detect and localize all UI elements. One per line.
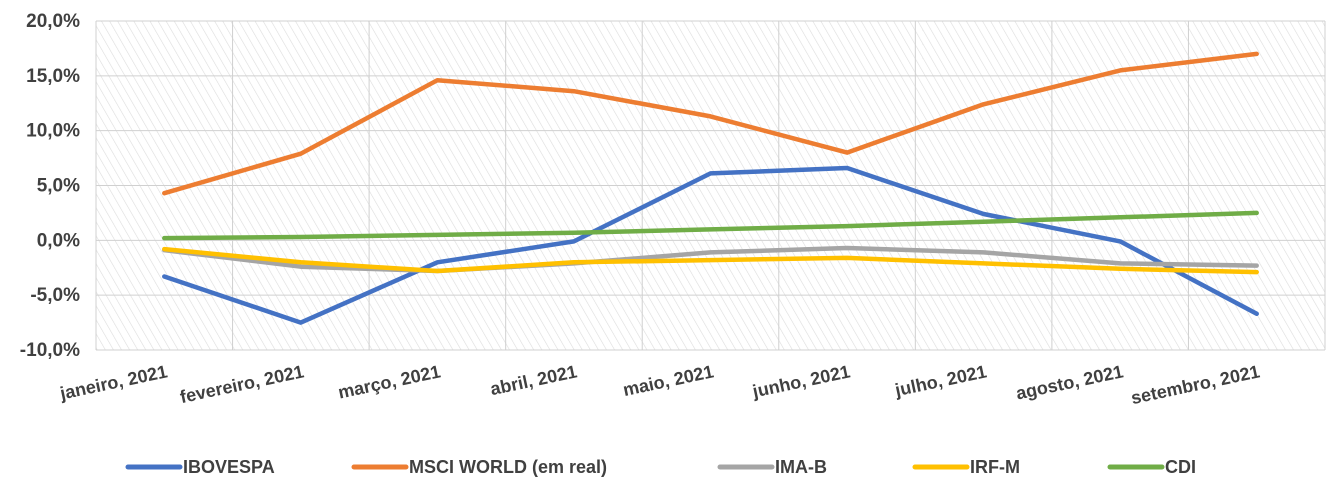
y-tick-label: 5,0% xyxy=(37,176,80,197)
y-tick-label: 10,0% xyxy=(26,121,80,142)
x-tick-label: março, 2021 xyxy=(336,361,442,402)
y-tick-label: -5,0% xyxy=(30,285,80,306)
x-tick-label: junho, 2021 xyxy=(750,361,852,401)
series-line-ibovespa xyxy=(162,165,1259,325)
legend-label-msci-world-em-real: MSCI WORLD (em real) xyxy=(409,457,607,477)
legend-label-irf-m: IRF-M xyxy=(970,457,1020,477)
y-tick-label: 15,0% xyxy=(26,66,80,87)
series-line-msci-world-em-real xyxy=(162,51,1259,196)
y-axis: -10,0% -5,0% 0,0% 5,0% 10,0% 15,0% 20,0% xyxy=(20,11,80,361)
y-tick-label: -10,0% xyxy=(20,340,80,361)
x-tick-label: janeiro, 2021 xyxy=(57,361,169,403)
x-tick-label: julho, 2021 xyxy=(892,361,988,400)
x-axis: janeiro, 2021 fevereiro, 2021 março, 2021 a… xyxy=(57,361,1261,408)
y-tick-label: 20,0% xyxy=(26,11,80,32)
legend-label-ibovespa: IBOVESPA xyxy=(183,457,275,477)
x-tick-label: maio, 2021 xyxy=(621,361,715,400)
series-line-ima-b xyxy=(162,245,1259,274)
x-tick-label: setembro, 2021 xyxy=(1129,361,1261,408)
legend: IBOVESPA MSCI WORLD (em real) IMA-B IRF-M CD… xyxy=(125,457,1196,477)
y-tick-label: 0,0% xyxy=(37,230,80,251)
series-line-cdi xyxy=(162,210,1259,241)
legend-label-cdi: CDI xyxy=(1165,457,1196,477)
series-lines xyxy=(162,51,1259,325)
x-tick-label: fevereiro, 2021 xyxy=(178,361,305,407)
legend-label-ima-b: IMA-B xyxy=(775,457,827,477)
gridlines xyxy=(95,20,1326,351)
x-tick-label: abril, 2021 xyxy=(488,361,578,399)
series-line-irf-m xyxy=(162,246,1259,275)
x-tick-label: agosto, 2021 xyxy=(1014,361,1125,403)
